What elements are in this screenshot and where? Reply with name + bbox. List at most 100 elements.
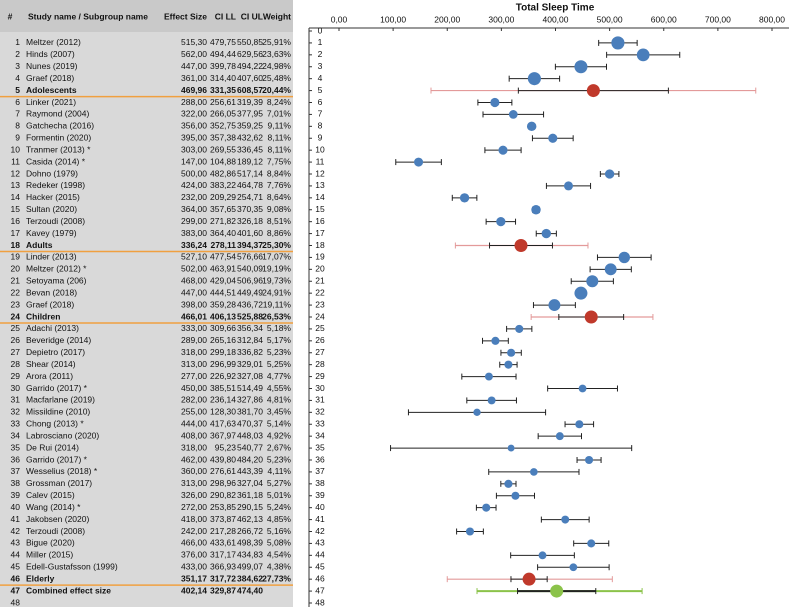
study-marker	[473, 408, 481, 417]
cell-value: 331,35	[210, 85, 236, 95]
cell-value: 26,53%	[262, 311, 291, 321]
cell-value: 494,44	[210, 49, 236, 59]
study-marker	[578, 384, 587, 393]
study-marker	[541, 228, 551, 239]
cell-value: 7,75%	[267, 156, 292, 166]
study-marker	[611, 36, 625, 50]
study-name: Depietro (2017)	[26, 347, 85, 357]
study-name: Grossman (2017)	[26, 478, 92, 488]
cell-value: 376,00	[181, 550, 207, 560]
cell-value: 385,51	[210, 383, 236, 393]
cell-value: 319,39	[237, 97, 263, 107]
study-name: Wang (2014) *	[26, 502, 81, 512]
cell-value: 329,01	[237, 359, 263, 369]
cell-value: 256,61	[210, 97, 236, 107]
y-tick-label: 25	[315, 323, 325, 333]
cell-value: 23,63%	[262, 49, 291, 59]
row-number: 19	[11, 252, 21, 262]
y-tick-label: 26	[315, 335, 325, 345]
study-marker	[561, 515, 570, 524]
cell-value: 444,00	[181, 419, 207, 429]
row-number: 39	[11, 490, 21, 500]
y-tick-label: 11	[316, 156, 325, 166]
cell-value: 384,62	[237, 573, 263, 583]
cell-value: 448,03	[237, 430, 263, 440]
subgroup-marker	[522, 572, 536, 586]
row-number: 37	[11, 466, 21, 476]
cell-value: 395,00	[181, 133, 207, 143]
study-name: Kavey (1979)	[26, 228, 77, 238]
study-marker	[498, 145, 508, 155]
study-marker	[487, 396, 496, 405]
study-marker	[555, 432, 564, 441]
subgroup-marker	[514, 239, 528, 252]
cell-value: 468,00	[181, 276, 207, 286]
row-number: 32	[11, 407, 21, 417]
cell-value: 7,01%	[267, 109, 292, 119]
y-tick-label: 19	[315, 252, 325, 262]
study-name: Hinds (2007)	[26, 49, 75, 59]
cell-value: 266,05	[210, 109, 236, 119]
row-number: 46	[11, 573, 21, 583]
cell-value: 329,87	[210, 585, 236, 595]
row-number: 8	[15, 121, 20, 131]
cell-value: 515,30	[181, 37, 207, 47]
cell-value: 5,16%	[267, 526, 292, 536]
cell-value: 8,11%	[268, 144, 292, 154]
cell-value: 5,14%	[267, 419, 292, 429]
cell-value: 4,77%	[267, 371, 292, 381]
cell-value: 562,00	[181, 49, 207, 59]
cell-value: 540,09	[237, 264, 263, 274]
cell-value: 8,24%	[267, 97, 292, 107]
row-number: 12	[11, 168, 21, 178]
cell-value: 364,00	[181, 204, 207, 214]
cell-value: 366,93	[210, 562, 236, 572]
y-tick-label: 35	[315, 442, 325, 452]
study-marker	[508, 110, 518, 119]
study-name: Bigue (2020)	[26, 538, 75, 548]
cell-value: 466,00	[181, 538, 207, 548]
cell-value: 500,00	[181, 168, 207, 178]
study-marker	[636, 48, 650, 62]
study-marker	[563, 181, 573, 191]
cell-value: 4,11%	[268, 466, 292, 476]
cell-value: 9,11%	[268, 121, 292, 131]
cell-value: 424,00	[181, 180, 207, 190]
study-name: Elderly	[26, 573, 55, 583]
study-marker	[569, 563, 578, 572]
cell-value: 266,72	[237, 526, 263, 536]
cell-value: 361,00	[181, 73, 207, 83]
y-tick-label: 30	[315, 383, 325, 393]
study-name: Edell-Gustafsson (1999)	[26, 562, 118, 572]
y-tick-label: 44	[315, 550, 325, 560]
cell-value: 356,34	[237, 323, 263, 333]
y-tick-label: 12	[315, 168, 325, 178]
row-number: 3	[15, 61, 20, 71]
y-tick-label: 5	[318, 85, 323, 95]
cell-value: 7,76%	[267, 180, 292, 190]
cell-value: 5,23%	[267, 454, 292, 464]
row-number: 36	[11, 454, 21, 464]
cell-value: 4,54%	[267, 550, 292, 560]
cell-value: 242,00	[181, 526, 207, 536]
cell-value: 550,85	[237, 37, 263, 47]
cell-value: 326,00	[181, 490, 207, 500]
y-tick-label: 14	[315, 192, 325, 202]
study-name: Adults	[26, 240, 53, 250]
row-number: 43	[11, 538, 21, 548]
cell-value: 470,37	[237, 419, 263, 429]
y-tick-label: 46	[315, 573, 325, 583]
study-name: Casida (2014) *	[26, 156, 86, 166]
cell-value: 226,92	[210, 371, 236, 381]
study-name: Linder (2013)	[26, 252, 77, 262]
cell-value: 288,00	[181, 97, 207, 107]
cell-value: 444,51	[210, 287, 236, 297]
x-tick-label: 500,00	[597, 14, 623, 24]
cell-value: 383,00	[181, 228, 207, 238]
cell-value: 298,96	[210, 478, 236, 488]
cell-value: 318,00	[181, 442, 207, 452]
y-tick-label: 9	[318, 133, 323, 143]
cell-value: 527,10	[181, 252, 207, 262]
cell-value: 401,60	[237, 228, 263, 238]
cell-value: 407,60	[237, 73, 263, 83]
